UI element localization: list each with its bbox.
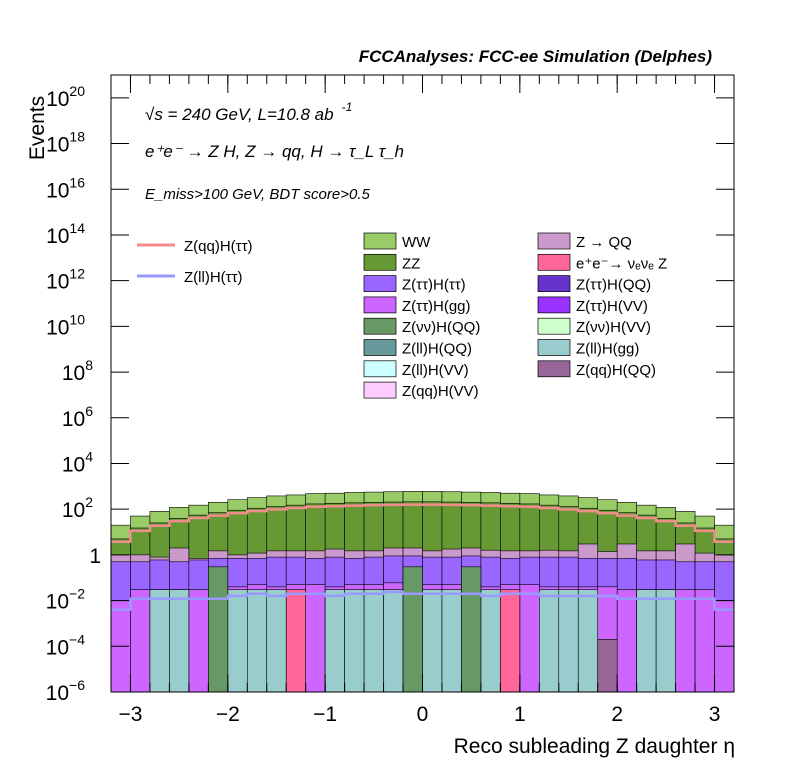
line-zll-htautau	[111, 590, 734, 611]
y-tick-label: 10−6	[46, 677, 86, 705]
annotation-energy: √s = 240 GeV, L=10.8 ab -1	[145, 100, 352, 124]
bar-zll-hgg	[266, 589, 287, 693]
axis-ticks: −3 −2 −1 0 1 2 310−610−410−2110210410610810101…	[46, 75, 735, 726]
bar-zll-hgg	[655, 589, 676, 693]
x-tick-label: −2	[216, 703, 240, 726]
bar-znunu-hqq	[461, 566, 482, 693]
legend-fill-swatch	[537, 317, 571, 335]
bar-zll-hgg	[441, 589, 462, 693]
legend-fill-label: Z(νν)H(QQ)	[402, 319, 480, 336]
legend-fill-label: Z(qq)H(VV)	[402, 383, 479, 400]
legend-fill-swatch	[363, 317, 397, 335]
legend-fill-swatch	[363, 275, 397, 292]
bar-zll-hgg	[383, 589, 404, 693]
legend-fill-swatch	[537, 275, 571, 292]
legend: Z(qq)H(ττ) Z(ll)H(ττ) WW Z → QQ ZZ e⁺e⁻→ νₑνₑ…	[137, 232, 667, 400]
bar-ztautau-hgg	[130, 589, 151, 693]
legend-fill-label: Z(ττ)H(QQ)	[576, 277, 651, 294]
bar-zqq-hqq	[597, 639, 618, 693]
legend-fill-swatch	[537, 360, 571, 378]
bar-ztautau-hgg	[694, 589, 715, 693]
bar-zll-hgg	[480, 589, 501, 693]
x-tick-label: 1	[514, 703, 526, 726]
legend-fill-swatch	[537, 253, 571, 271]
legend-fill-swatch	[363, 339, 397, 356]
legend-fill-swatch	[363, 253, 397, 271]
legend-fill-swatch	[363, 360, 397, 378]
legend-fill-swatch	[537, 339, 571, 356]
legend-fill-label: Z(ττ)H(VV)	[576, 298, 648, 315]
legend-fill-label: Z(ll)H(gg)	[576, 341, 639, 358]
y-tick-label: 10−2	[46, 586, 86, 614]
bar-znunu-hqq	[402, 566, 423, 693]
bar-zll-hgg	[246, 589, 268, 693]
legend-fill-swatch	[537, 296, 571, 314]
histogram-layer	[110, 491, 735, 693]
bar-zll-hgg	[636, 589, 657, 693]
x-tick-label: −3	[118, 703, 142, 726]
line-zqq-htautau	[111, 503, 734, 544]
y-tick-label: 108	[62, 357, 93, 385]
legend-fill-label: Z(qq)H(QQ)	[576, 362, 656, 379]
bar-zll-hgg	[324, 589, 345, 693]
y-tick-label: 102	[62, 494, 93, 522]
legend-fill-label: Z(ll)H(VV)	[402, 362, 469, 379]
legend-fill-label: Z(νν)H(VV)	[576, 319, 651, 336]
bar-zll-hgg	[149, 589, 170, 693]
x-axis-label: Reco subleading Z daughter η	[454, 735, 735, 758]
legend-fill-label: ZZ	[402, 255, 420, 272]
legend-fill-label: Z(ττ)H(ττ)	[402, 277, 466, 294]
bar-zll-hgg	[422, 589, 443, 693]
bar-ztautau-hgg	[519, 584, 540, 693]
bar-zll-hgg	[577, 589, 599, 693]
bar-zll-hgg	[227, 589, 248, 693]
bar-zll-hgg	[363, 589, 384, 693]
y-axis-label: Events	[26, 96, 49, 160]
bar-zll-hgg	[169, 589, 190, 693]
annotation-selection: E_miss>100 GeV, BDT score>0.5	[145, 186, 370, 203]
chart-title: FCCAnalyses: FCC-ee Simulation (Delphes)	[359, 47, 713, 66]
legend-fill-swatch	[363, 381, 397, 399]
y-tick-label: 1014	[46, 220, 85, 248]
legend-line-label: Z(ll)H(ττ)	[184, 269, 243, 286]
x-tick-label: 0	[417, 703, 429, 726]
annotations: √s = 240 GeV, L=10.8 ab -1 e⁺e⁻ → Z H, Z …	[145, 100, 404, 203]
y-tick-label: 1012	[46, 266, 85, 294]
bar-zll-hgg	[558, 589, 579, 693]
bar-zll-hgg	[344, 589, 365, 693]
y-tick-label: 1018	[46, 129, 85, 157]
x-tick-label: 3	[709, 703, 721, 726]
legend-fill-swatch	[537, 232, 571, 250]
y-tick-label: 106	[62, 403, 93, 431]
legend-line-label: Z(qq)H(ττ)	[184, 238, 253, 255]
bar-ztautau-hgg	[616, 589, 637, 693]
bar-ee-nunu-z	[500, 589, 521, 693]
legend-fill-swatch	[363, 296, 397, 314]
y-tick-label: 1010	[46, 311, 85, 339]
x-tick-label: −1	[313, 703, 337, 726]
bar-ztautau-hgg	[305, 584, 326, 693]
legend-fill-label: Z → QQ	[576, 234, 632, 251]
bar-ee-nunu-z	[285, 589, 306, 693]
legend-fill-label: WW	[402, 234, 431, 251]
legend-fill-swatch	[363, 232, 397, 250]
y-tick-label: 104	[62, 448, 93, 476]
y-tick-label: 1	[89, 545, 101, 568]
y-tick-label: 1016	[46, 174, 85, 202]
bar-ztautau-hgg	[675, 589, 696, 693]
y-tick-label: 1020	[46, 83, 85, 111]
bar-znunu-hqq	[208, 566, 229, 693]
legend-fill-label: Z(ττ)H(gg)	[402, 298, 471, 315]
legend-fill-label: Z(ll)H(QQ)	[402, 341, 472, 358]
x-tick-label: 2	[611, 703, 623, 726]
annotation-process: e⁺e⁻ → Z H, Z → qq, H → τ_L τ_h	[145, 142, 404, 161]
bar-zll-hgg	[539, 589, 560, 693]
bar-ztautau-hgg	[188, 589, 209, 693]
y-tick-label: 10−4	[46, 631, 86, 659]
legend-fill-label: e⁺e⁻→ νₑνₑ Z	[576, 255, 667, 272]
